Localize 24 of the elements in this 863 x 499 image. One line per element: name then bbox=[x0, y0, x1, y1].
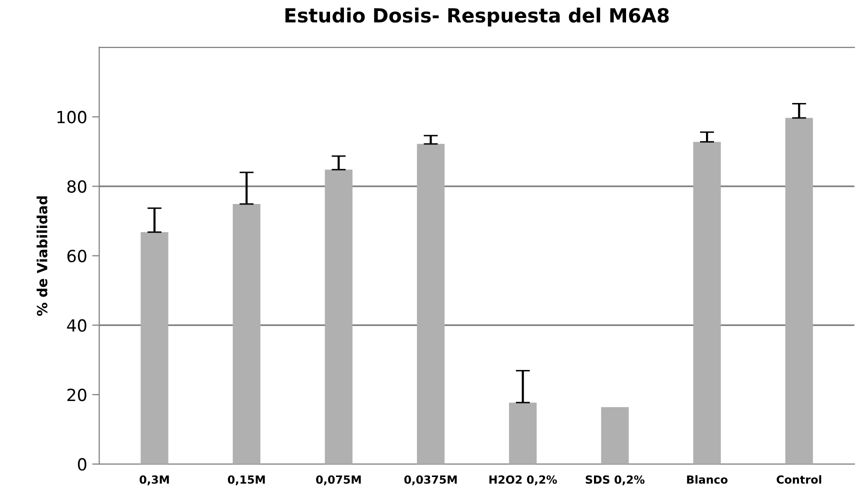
x-tick-label: H2O2 0,2% bbox=[489, 475, 557, 486]
bar bbox=[232, 204, 260, 464]
y-tick-label: 0 bbox=[78, 458, 86, 471]
y-tick-label: 80 bbox=[67, 180, 86, 193]
bar bbox=[785, 118, 813, 464]
x-tick-label: 0,15M bbox=[228, 475, 265, 486]
chart-title: Estudio Dosis- Respuesta del M6A8 bbox=[285, 8, 669, 26]
x-tick-label: 0,0375M bbox=[404, 475, 457, 486]
x-tick-label: SDS 0,2% bbox=[586, 475, 645, 486]
bar bbox=[324, 170, 352, 464]
y-tick-label: 20 bbox=[67, 388, 86, 402]
bar bbox=[140, 232, 168, 464]
x-tick-label: 0,3M bbox=[140, 475, 169, 486]
y-axis-title: % de Viabilidad bbox=[36, 196, 48, 316]
bar bbox=[693, 142, 721, 464]
x-tick-label: Control bbox=[776, 475, 822, 484]
x-tick-label: Blanco bbox=[687, 475, 728, 484]
bar bbox=[416, 144, 445, 464]
y-tick-label: 100 bbox=[57, 110, 86, 124]
bar bbox=[601, 407, 629, 464]
y-tick-label: 60 bbox=[67, 250, 86, 262]
x-tick-label: 0,075M bbox=[316, 475, 361, 486]
y-tick-label: 40 bbox=[67, 319, 86, 332]
bar bbox=[509, 402, 537, 464]
